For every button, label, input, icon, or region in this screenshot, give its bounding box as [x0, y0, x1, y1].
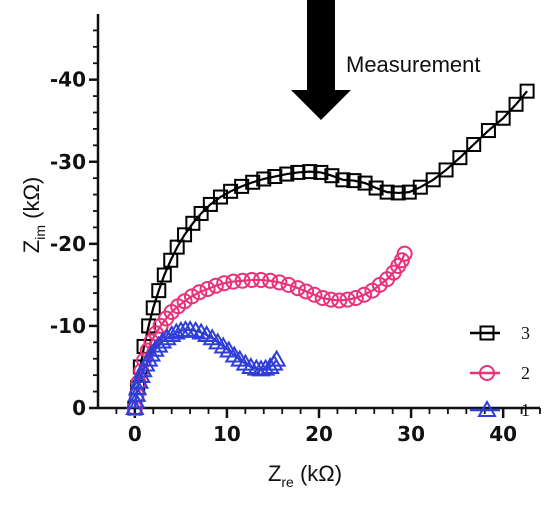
data-point: [466, 137, 482, 153]
data-point: [245, 174, 261, 190]
data-point: [191, 284, 208, 301]
data-point: [163, 252, 179, 268]
legend-label: 3: [521, 323, 530, 343]
x-ticks: 0 10 20 30 40: [115, 408, 541, 446]
data-point: [412, 179, 428, 195]
data-point: [216, 275, 233, 292]
data-point: [401, 184, 417, 200]
data-point: [262, 272, 279, 289]
legend-marker: [479, 365, 495, 381]
x-axis-title: Zre (kΩ): [268, 461, 342, 490]
data-point: [256, 171, 272, 187]
data-point: [379, 184, 395, 200]
data-point: [156, 267, 172, 283]
data-point: [390, 185, 406, 201]
y-tick-label: -10: [50, 314, 86, 338]
data-point: [368, 180, 384, 196]
data-point: [438, 162, 454, 178]
y-tick-label: -20: [50, 232, 86, 256]
data-point: [225, 273, 242, 290]
data-point: [425, 172, 441, 188]
data-point: [151, 283, 167, 299]
data-point: [335, 172, 351, 188]
data-point: [279, 166, 295, 182]
data-point: [298, 283, 315, 300]
data-point: [314, 290, 331, 307]
legend-marker: [477, 399, 497, 417]
data-point: [452, 150, 468, 166]
data-point: [255, 358, 276, 376]
x-tick-label: 10: [213, 422, 241, 446]
data-point: [223, 183, 239, 199]
y-tick-label: -40: [50, 68, 86, 92]
legend-item-2: 2: [470, 363, 530, 383]
data-point: [339, 291, 356, 308]
data-point: [169, 239, 185, 255]
data-point: [324, 168, 340, 184]
x-tick-label: 0: [128, 422, 142, 446]
data-point: [185, 215, 201, 231]
data-point: [271, 274, 288, 291]
data-point: [234, 272, 251, 289]
axes: 0 -10 -20 -30 -40 0 10 20 30 40: [50, 14, 541, 446]
data-point: [306, 286, 323, 303]
data-point: [495, 110, 511, 126]
series-line-3: [133, 90, 528, 409]
data-point: [313, 164, 329, 180]
data-point: [356, 286, 373, 303]
measurement-label: Measurement: [346, 52, 481, 77]
data-point: [157, 328, 177, 346]
legend-label: 2: [521, 363, 530, 383]
data-point: [145, 300, 161, 316]
measurement-arrow: [291, 0, 351, 120]
data-point: [234, 178, 250, 194]
arrow-head: [291, 90, 351, 120]
data-point: [266, 349, 287, 367]
data-point: [290, 164, 306, 180]
data-point: [243, 271, 260, 288]
data-point: [207, 277, 224, 294]
series-layer: [125, 83, 535, 416]
data-point: [347, 290, 364, 307]
data-point: [129, 371, 150, 389]
arrow-shaft: [307, 0, 335, 90]
data-point: [267, 169, 283, 185]
legend-item-3: 3: [470, 323, 530, 343]
x-tick-label: 40: [489, 422, 517, 446]
series-1: [125, 320, 287, 415]
data-point: [346, 173, 362, 189]
data-point: [199, 280, 216, 297]
x-tick-label: 30: [397, 422, 425, 446]
data-point: [302, 164, 318, 180]
x-tick-label: 20: [305, 422, 333, 446]
legend: 3 2 1: [470, 323, 530, 420]
data-point: [331, 292, 348, 309]
data-point: [145, 339, 165, 357]
data-point: [185, 320, 206, 338]
data-point: [241, 356, 261, 374]
data-point: [396, 245, 413, 262]
data-point: [519, 83, 535, 99]
y-ticks: 0 -10 -20 -30 -40: [50, 29, 98, 420]
data-point: [289, 280, 306, 297]
data-point: [131, 365, 152, 383]
series-2: [126, 245, 413, 416]
legend-label: 1: [521, 400, 530, 420]
data-point: [252, 271, 269, 288]
y-tick-label: 0: [72, 396, 86, 420]
y-axis-title: Zim (kΩ): [19, 177, 48, 253]
data-point: [177, 227, 193, 243]
data-point: [193, 205, 209, 221]
legend-marker: [479, 325, 495, 341]
data-point: [480, 123, 496, 139]
y-tick-label: -30: [50, 150, 86, 174]
data-point: [357, 175, 373, 191]
data-point: [508, 96, 524, 112]
legend-item-1: 1: [470, 399, 530, 420]
series-3: [127, 83, 535, 416]
data-point: [280, 276, 297, 293]
data-point: [322, 291, 339, 308]
